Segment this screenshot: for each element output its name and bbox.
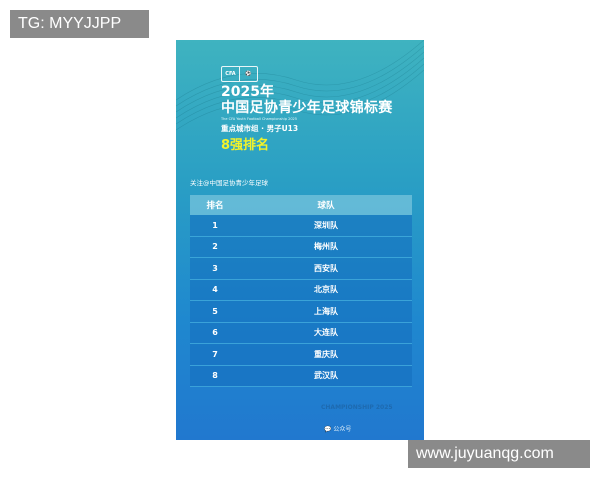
table-header: 排名 球队 [190,195,412,215]
source-watermark: 💬 公众号 [324,425,351,434]
cfa-logo: CFA ⚽ [221,66,258,82]
wave-decoration [176,40,424,131]
rank: 8 [212,371,218,381]
year: 2025年 [221,84,274,100]
table-row: 7 重庆队 [190,344,412,366]
logo-text: CFA [225,70,236,77]
team: 西安队 [314,263,338,273]
rank: 5 [212,306,218,316]
table-row: 1 深圳队 [190,215,412,237]
rank: 6 [212,328,218,338]
rank: 7 [212,349,218,359]
ranking-table: 排名 球队 1 深圳队 2 梅州队 3 西安队 4 北京队 5 上海队 6 大连队 7 重庆队 8 武汉队 [190,195,412,387]
team: 武汉队 [314,371,338,381]
header-team: 球队 [317,201,335,211]
team: 梅州队 [314,242,338,252]
table-row: 8 武汉队 [190,365,412,387]
heading: 8强排名 [221,138,270,153]
team: 重庆队 [314,349,338,359]
team: 上海队 [314,306,338,316]
wechat-icon: 💬 [324,426,332,433]
footer-text: CHAMPIONSHIP 2025 [321,404,393,411]
rank: 2 [212,242,218,252]
watermark-top-left: TG: MYYJJPP [10,10,149,38]
team: 北京队 [314,285,338,295]
poster: CFA ⚽ 2025年 中国足协青少年足球锦标赛 The CFA Youth Fo… [176,40,424,440]
follow-text: 关注@中国足协青少年足球 [190,179,268,187]
rank: 4 [212,285,218,295]
logo-emblem: ⚽ [239,67,257,81]
division: 重点城市组 · 男子U13 [221,124,299,133]
rank: 3 [212,263,218,273]
team: 深圳队 [314,220,338,230]
subtitle-en: The CFA Youth Football Championship 2025 [221,117,297,121]
source-text: 公众号 [333,426,352,433]
table-row: 4 北京队 [190,279,412,301]
table-row: 2 梅州队 [190,236,412,258]
table-row: 5 上海队 [190,301,412,323]
table-row: 3 西安队 [190,258,412,280]
header-rank: 排名 [206,201,224,211]
table-row: 6 大连队 [190,322,412,344]
rank: 1 [212,220,218,230]
team: 大连队 [314,328,338,338]
title: 中国足协青少年足球锦标赛 [221,100,393,116]
watermark-bottom-right: www.juyuanqg.com [408,440,590,468]
